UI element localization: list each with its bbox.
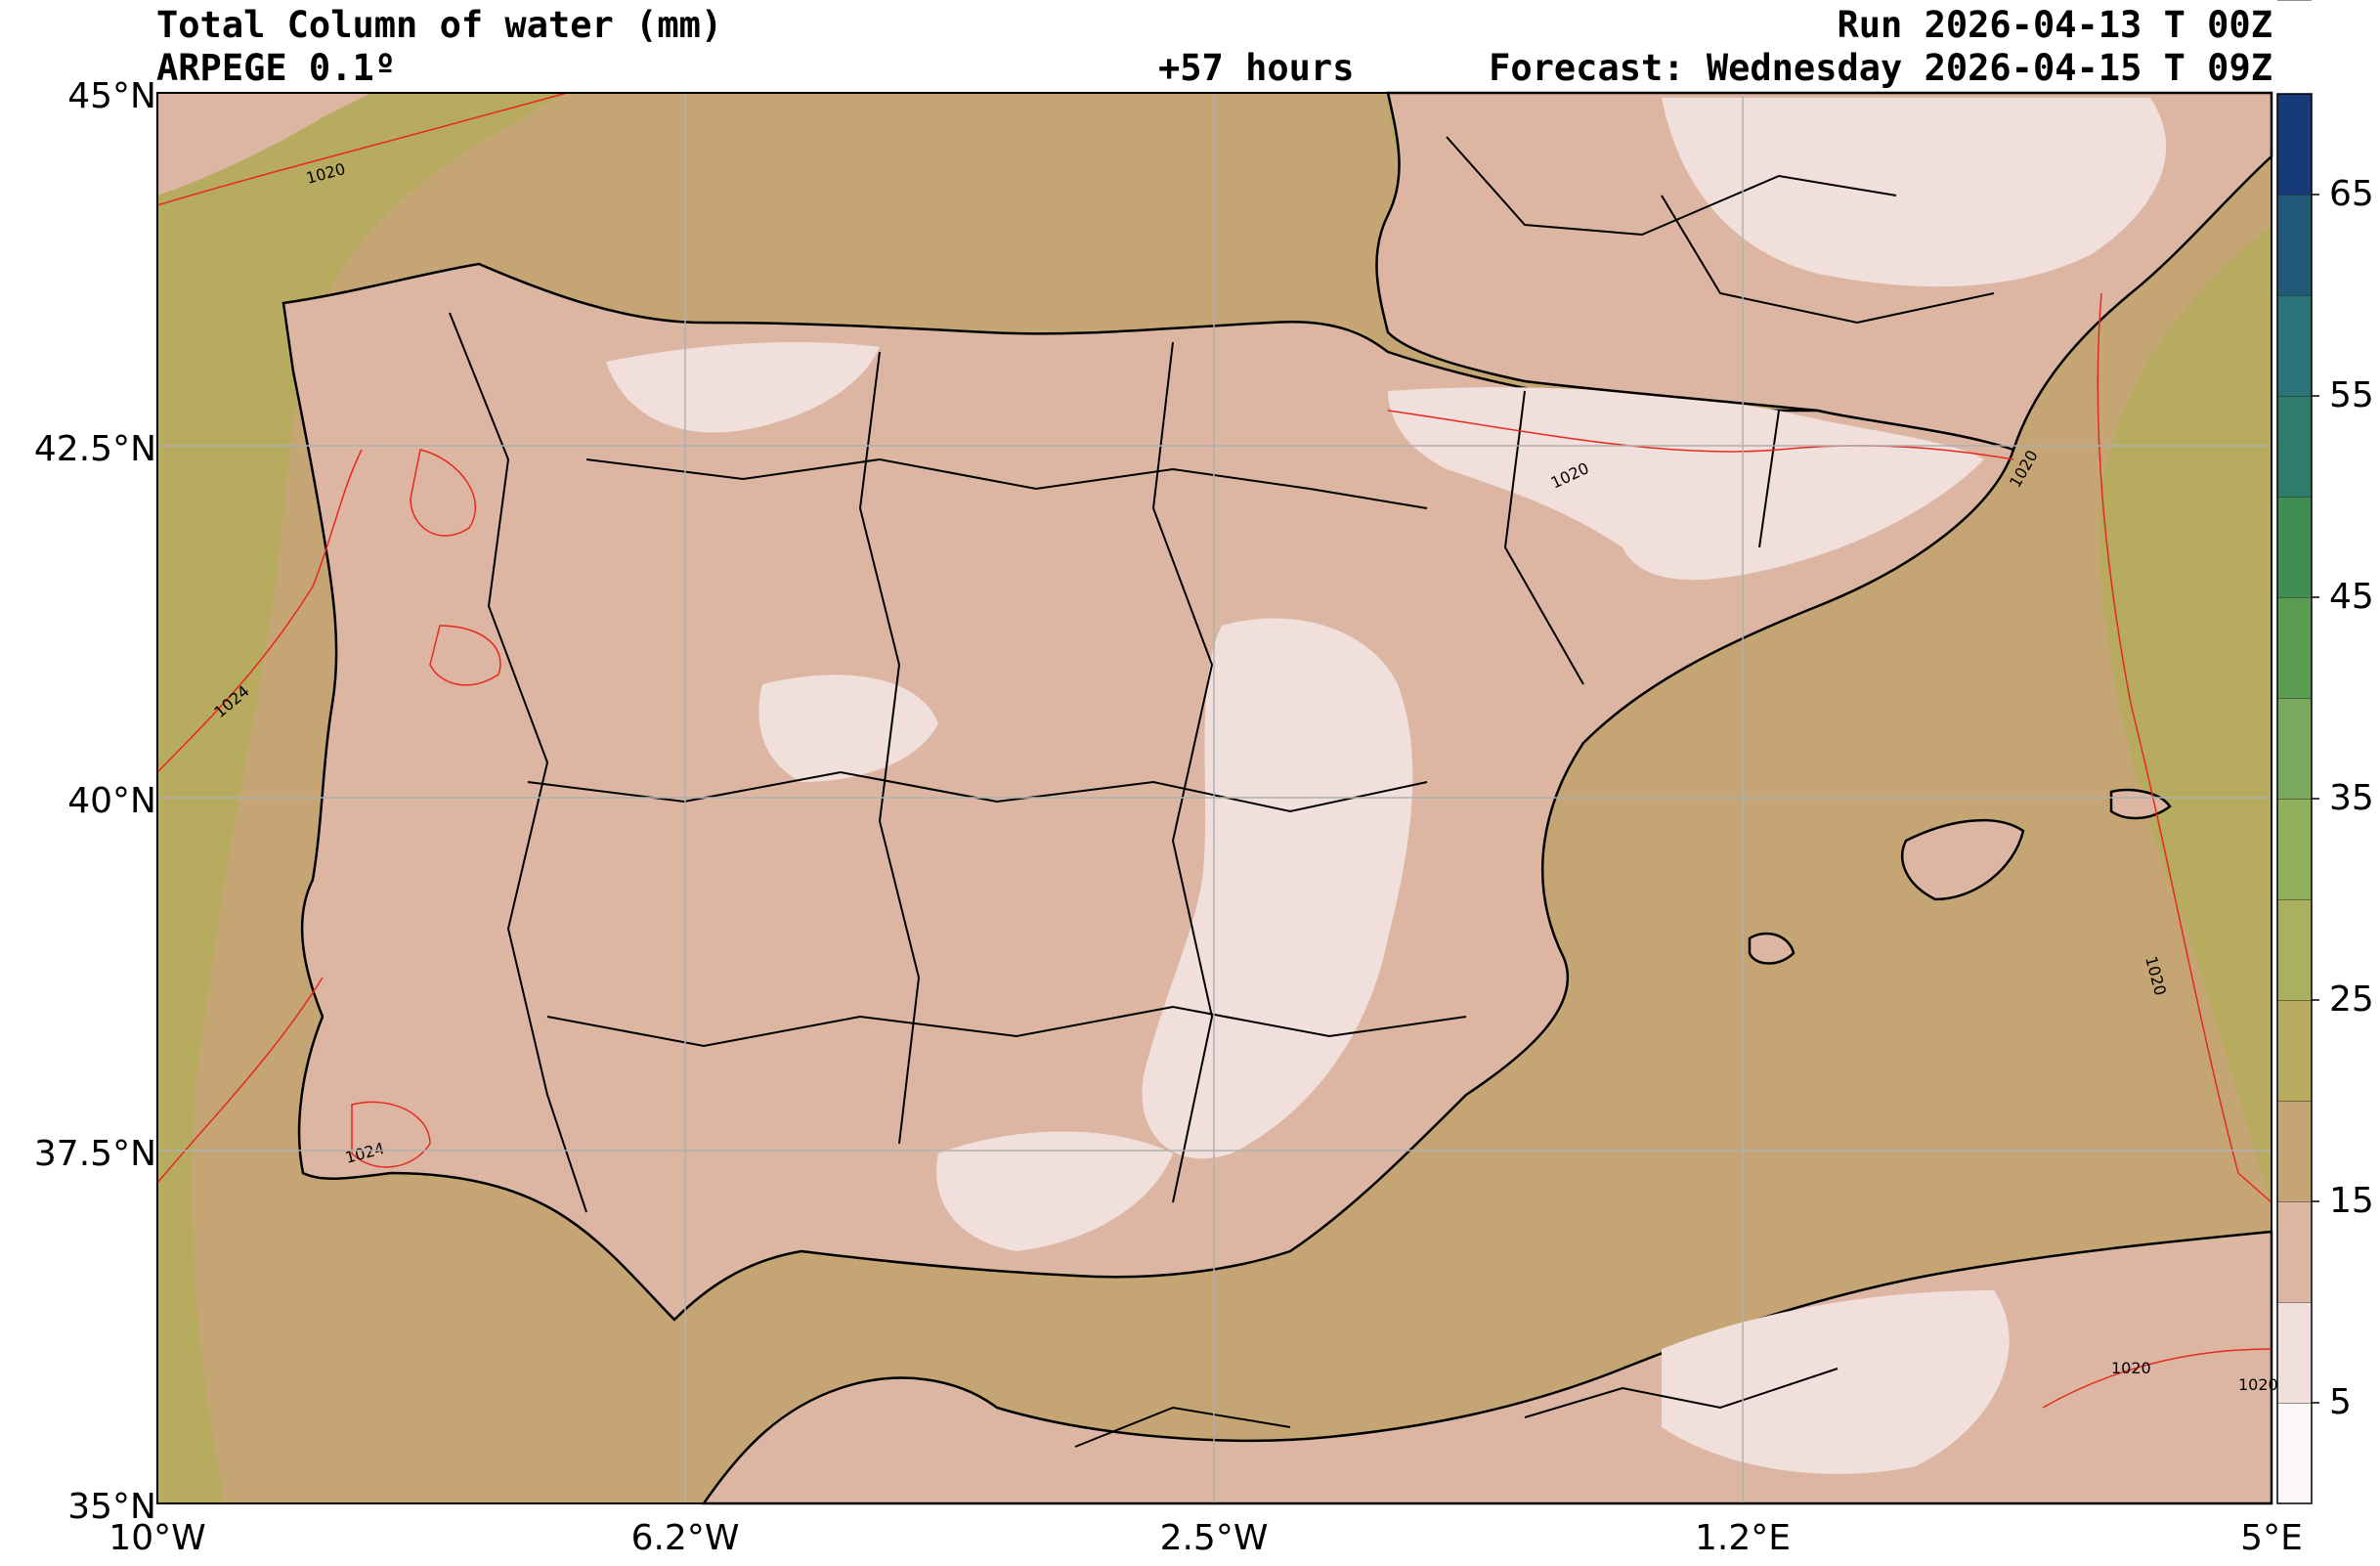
land-light-ebro: [1388, 387, 1984, 581]
colorbar-segment: [2277, 1000, 2312, 1101]
colorbar-segment: [2277, 799, 2312, 899]
colorbar-label: 65: [2329, 174, 2374, 214]
lat-label: 37.5°N: [33, 1134, 156, 1174]
colorbar-segment: [2277, 1101, 2312, 1201]
lon-label: 1.2°E: [1695, 1518, 1791, 1558]
isobar-label: 1020: [2238, 1375, 2278, 1394]
lon-label: 10°W: [108, 1518, 206, 1558]
land-light-south: [936, 1131, 1173, 1251]
map-frame: [156, 92, 2272, 1504]
colorbar-segment: [2277, 899, 2312, 1000]
forecast-time: Forecast: Wednesday 2026-04-15 T 09Z: [1489, 47, 2272, 89]
lat-label: 42.5°N: [33, 429, 156, 469]
gridlines: [157, 93, 2272, 1503]
colorbar-segment: [2277, 94, 2312, 195]
colorbar-label: 15: [2329, 1181, 2374, 1221]
land-light-north: [606, 342, 880, 433]
colorbar-segment: [2277, 195, 2312, 295]
map-title: Total Column of water (mm): [156, 4, 723, 46]
land-iberia: [281, 262, 2015, 1322]
lon-label: 2.5°W: [1159, 1518, 1269, 1558]
isobar-label: 1020: [2111, 1359, 2151, 1377]
colorbar: [2276, 0, 2319, 1504]
lon-label: 6.2°W: [630, 1518, 740, 1558]
run-time: Run 2026-04-13 T 00Z: [1837, 4, 2272, 46]
lead-time: +57 hours: [1158, 47, 1355, 89]
isobars: [156, 92, 2272, 1409]
colorbar-segment: [2277, 1403, 2312, 1503]
sea-moist-med-east: [2099, 225, 2272, 1202]
colorbar-label: 5: [2329, 1382, 2352, 1422]
lon-label: 5°E: [2240, 1518, 2303, 1558]
lat-label: 45°N: [67, 76, 156, 116]
lat-label: 35°N: [67, 1487, 156, 1527]
colorbar-label: 55: [2329, 375, 2374, 415]
colorbar-segment: [2277, 295, 2312, 396]
model-name: ARPEGE 0.1º: [156, 47, 397, 89]
lat-label: 40°N: [67, 781, 156, 821]
colorbar-label: 35: [2329, 778, 2374, 818]
colorbar-segment: [2277, 497, 2312, 597]
map-panel: 1020 1024 1020 1020 1020 1024 1020 1020: [156, 91, 2278, 1505]
land-balearic-ibiza: [1748, 932, 1796, 965]
colorbar-segment: [2277, 1302, 2312, 1403]
colorbar-segment: [2277, 1201, 2312, 1302]
land-light-africa: [1662, 1290, 2010, 1474]
land-light-west: [758, 674, 938, 782]
admin-borders: [449, 136, 1995, 1448]
sea-light-atlantic: [157, 93, 371, 196]
colorbar-label: 25: [2329, 979, 2374, 1020]
land-balearic-mallorca: [1901, 818, 2025, 901]
land-light-france: [1662, 98, 2167, 287]
colorbar-label: 45: [2329, 577, 2374, 617]
colorbar-segment: [2277, 698, 2312, 799]
colorbar-segment: [2277, 597, 2312, 698]
colorbar-segment: [2277, 396, 2312, 497]
